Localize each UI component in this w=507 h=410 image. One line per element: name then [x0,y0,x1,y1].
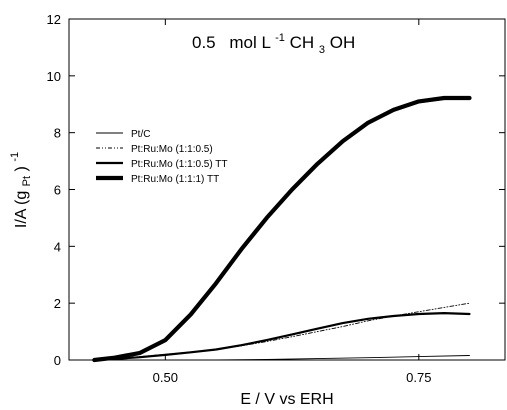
title-chem-b: OH [330,33,356,52]
y-axis-label-subscript: Pt [21,176,33,186]
title-unit: mol L [229,33,270,52]
plot-frame [68,18,506,361]
legend: Pt/C Pt:Ru:Mo (1:1:0.5) Pt:Ru:Mo (1:1:0.5)… [96,129,228,185]
legend-label-3: Pt:Ru:Mo (1:1:1) TT [131,174,219,185]
series-line-2 [93,312,471,362]
series-line-0 [93,355,470,361]
title-chem-subscript: 3 [319,44,325,56]
y-tick-label-6: 12 [47,12,61,27]
legend-label-1: Pt:Ru:Mo (1:1:0.5) [131,144,213,155]
series-layer [92,95,472,363]
x-axis-label: E / V vs ERH [240,391,333,408]
title-chem-a: CH [290,33,315,52]
y-tick-label-4: 8 [54,126,61,141]
y-tick-label-3: 6 [54,183,61,198]
title-unit-exponent: -1 [275,32,285,44]
series-line-3 [92,95,472,363]
y-tick-label-0: 0 [54,353,61,368]
chart-title: 0.5 mol L -1 CH 3 OH [192,26,355,57]
y-tick-label-2: 4 [54,239,61,254]
series-line-1 [93,302,470,361]
legend-label-2: Pt:Ru:Mo (1:1:0.5) TT [131,159,228,170]
y-axis-label-close: ) [13,166,30,171]
y-axis-label-base: I/A (g [13,191,30,228]
y-axis-label-exponent: -1 [9,152,21,162]
x-tick-label-1: 0.75 [406,370,431,385]
axes-layer: 0 2 4 6 8 10 12 0.50 0.75 [47,12,505,385]
y-tick-label-1: 2 [54,296,61,311]
x-tick-label-0: 0.50 [153,370,178,385]
y-axis-label: I/A (g Pt ) -1 [9,152,34,228]
legend-label-0: Pt/C [131,129,150,140]
y-tick-label-5: 10 [47,69,61,84]
title-concentration: 0.5 [192,33,216,52]
